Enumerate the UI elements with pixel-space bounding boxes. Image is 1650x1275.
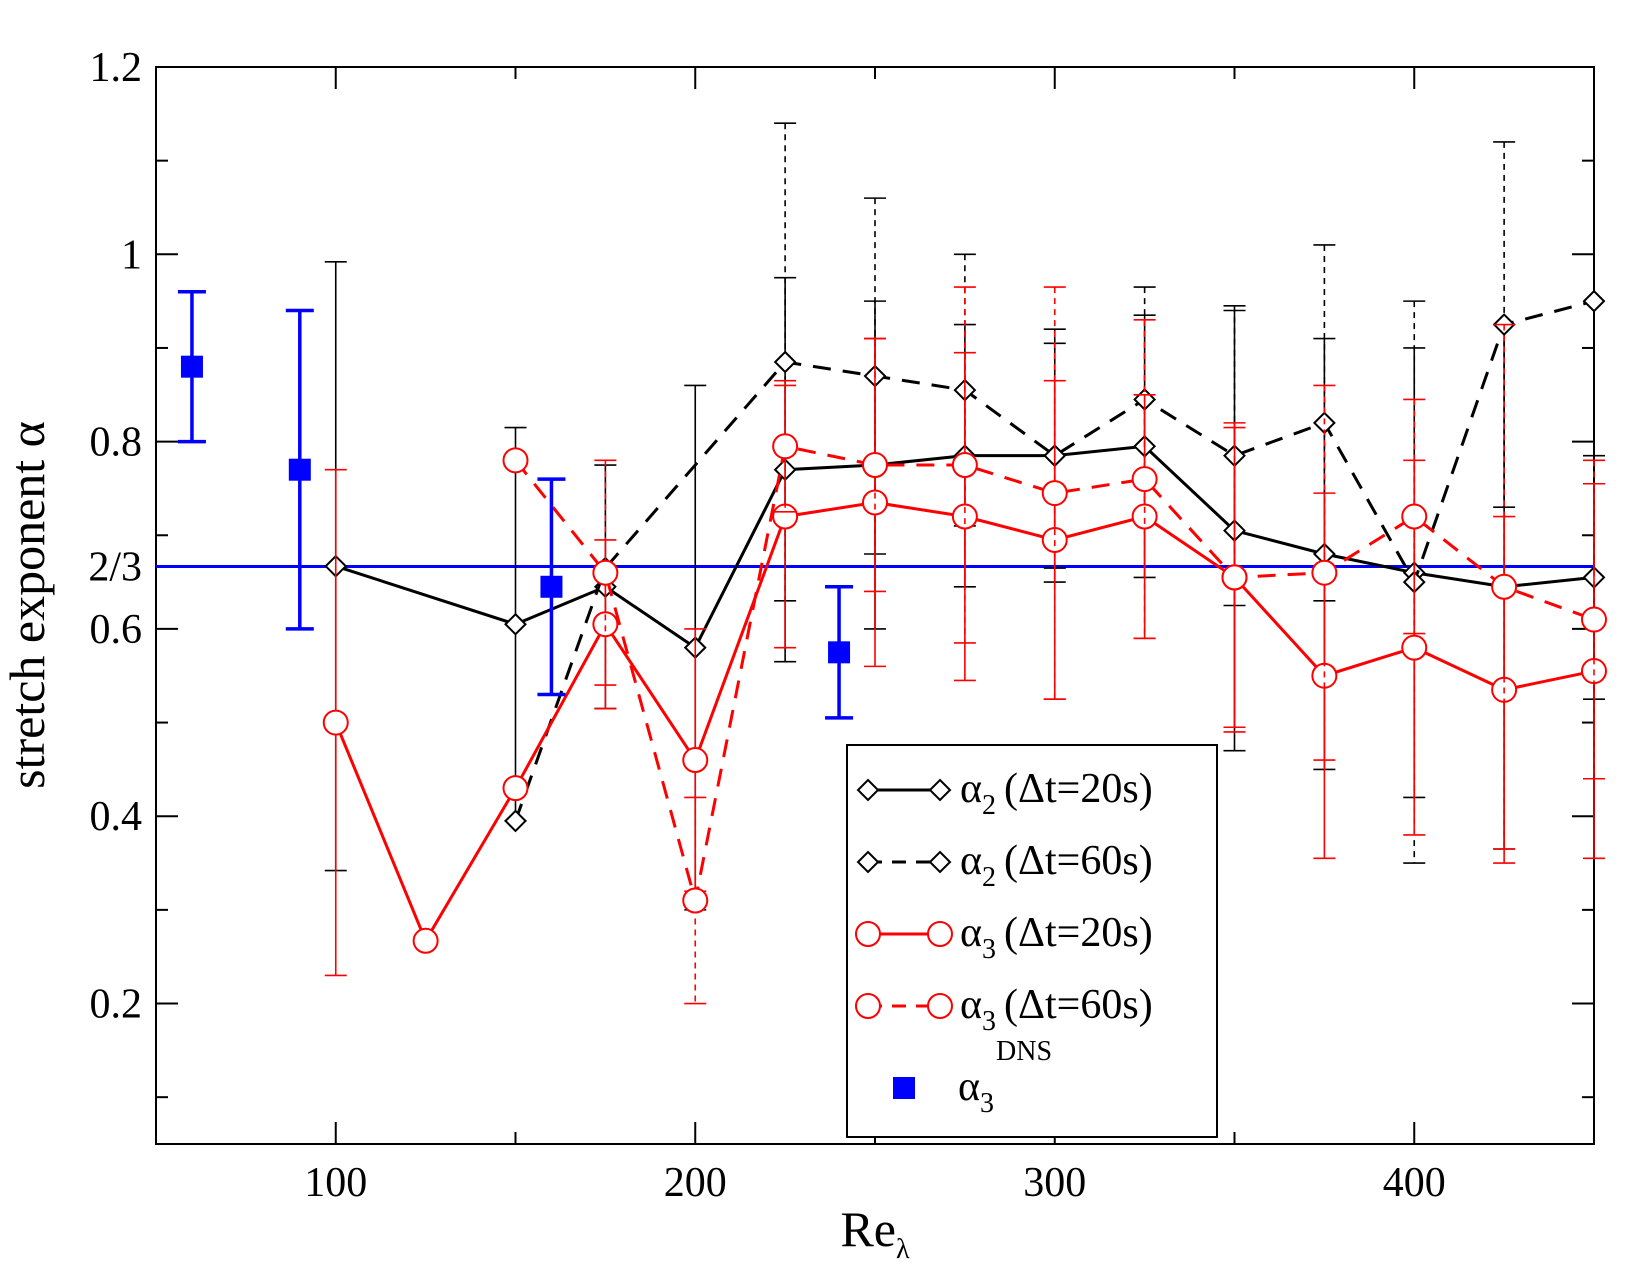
data-point-square [540,575,563,598]
data-point-circle [322,709,349,736]
data-point-diamond [856,778,880,802]
data-point-circle [592,559,619,586]
data-point-square [288,458,311,481]
legend-item: α3 (Δt=60s) [855,982,1153,1037]
legend-item: α3 (Δt=20s) [855,910,1153,965]
data-point-circle [592,611,619,638]
data-point-diamond [856,850,880,874]
x-axis-title: Reλ [840,1201,910,1265]
legend-label-dns: α3DNS [958,1036,1052,1119]
y-axis-title: stretch exponent α [0,421,55,789]
x-tick-label: 100 [304,1160,367,1206]
x-axis-title-main: Re [840,1201,896,1257]
data-point-circle [855,921,881,947]
data-point-diamond [773,350,797,374]
x-tick-label: 300 [1023,1160,1086,1206]
reference-line-label: 2/3 [88,544,142,590]
series-line [514,299,1595,822]
data-point-square [180,355,203,378]
data-point-circle [927,993,953,1019]
data-point-circle [1041,480,1068,507]
data-point-circle [855,993,881,1019]
y-tick-label: 1.2 [90,45,143,91]
data-point-square [828,641,851,664]
series-4 [502,286,1607,1005]
x-tick-label: 200 [664,1160,727,1206]
legend-item: α2 (Δt=60s) [856,838,1153,893]
legend-label: α3 (Δt=60s) [960,982,1153,1037]
reference-line-group: 2/3 [88,544,1594,590]
data-point-circle [862,452,888,479]
x-axis-title-sub: λ [896,1234,910,1265]
data-point-circle [772,503,799,530]
y-tick-label: 0.4 [90,794,143,840]
legend-box [846,744,1218,1138]
x-tick-label: 400 [1383,1160,1446,1206]
legend-item-dns: α3DNS [893,1036,1052,1119]
data-point-circle [1581,606,1607,633]
data-point-circle [412,927,439,954]
data-point-circle [1401,634,1428,661]
legend-item: α2 (Δt=20s) [856,766,1153,821]
y-tick-label: 0.6 [90,607,143,653]
data-point-square [893,1077,915,1099]
data-point-circle [951,452,978,479]
data-point-circle [682,887,709,914]
series-dns [177,290,854,720]
y-tick-label: 0.2 [90,982,143,1028]
data-point-circle [1311,559,1338,586]
y-tick-label: 0.8 [90,420,143,466]
data-point-diamond [504,809,527,833]
data-point-circle [927,921,953,947]
y-tick-label: 1 [121,232,142,278]
legend-items: α2 (Δt=20s) α2 (Δt=60s) α3 (Δt=20s) α3 (Δt=60s)… [855,766,1153,1119]
data-point-circle [682,747,709,774]
data-point-diamond [928,778,952,802]
series-layer [177,122,1607,1005]
data-point-circle [1491,573,1518,600]
data-point-circle [1221,564,1248,591]
legend-label: α2 (Δt=60s) [960,838,1153,893]
legend-label: α3 (Δt=20s) [960,910,1153,965]
data-point-circle [502,447,529,474]
data-point-circle [862,489,888,516]
legend: α2 (Δt=20s) α2 (Δt=60s) α3 (Δt=20s) α3 (Δt=60s)… [846,744,1218,1138]
data-point-circle [1401,503,1428,530]
data-point-circle [1131,503,1158,530]
data-point-circle [772,433,799,460]
axis-ticks: 100 200 300 400 0.2 0.4 0.6 0.8 1 1.2 [90,45,1595,1206]
data-point-circle [502,775,529,802]
data-point-circle [1131,466,1158,493]
series-line [335,444,1595,650]
data-point-circle [951,503,978,530]
legend-label: α2 (Δt=20s) [960,766,1153,821]
data-point-diamond [504,612,527,636]
data-point-diamond [1582,289,1606,313]
data-point-diamond [928,850,952,874]
